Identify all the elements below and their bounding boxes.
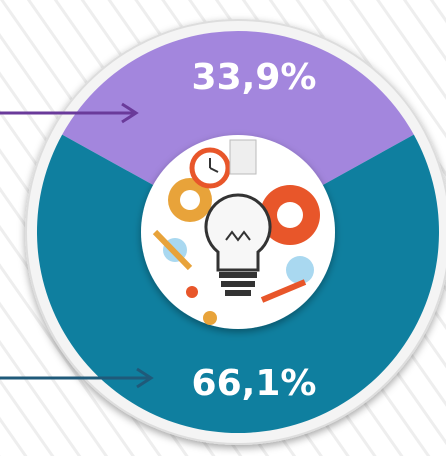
value-label: 66,1% (192, 363, 317, 404)
value-label: 33,9% (192, 57, 317, 98)
pointer-arrows (0, 102, 154, 389)
pie-slice (62, 31, 414, 232)
illustration (152, 139, 320, 325)
